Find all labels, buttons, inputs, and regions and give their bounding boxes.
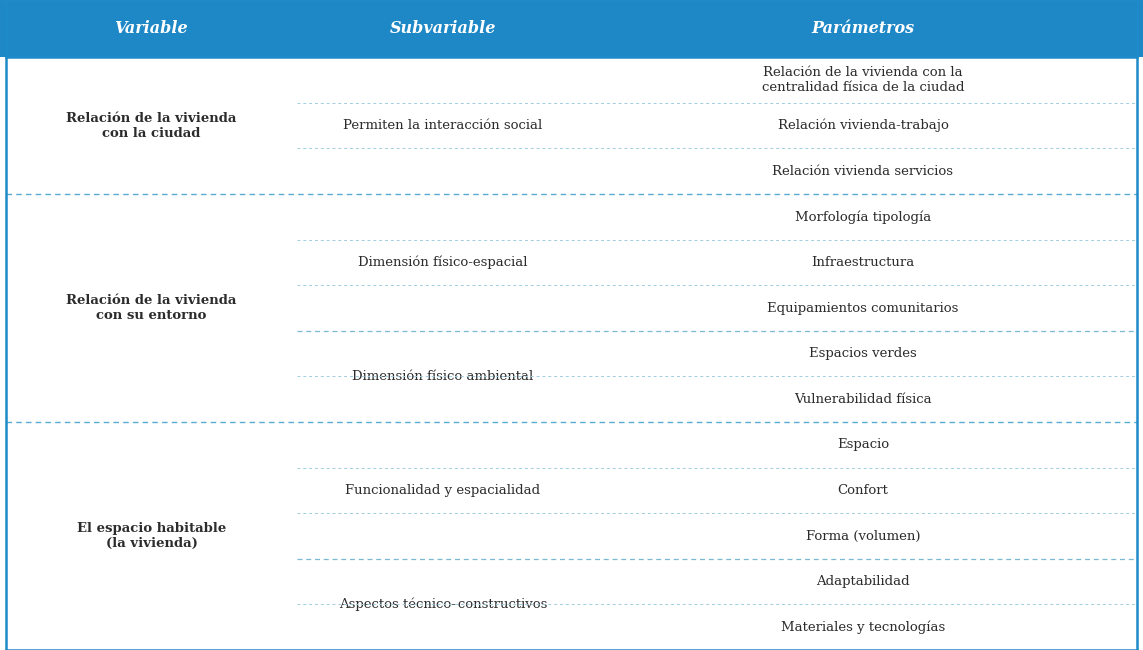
Text: Aspectos técnico–constructivos: Aspectos técnico–constructivos bbox=[338, 597, 547, 611]
Text: Espacios verdes: Espacios verdes bbox=[809, 347, 917, 360]
Text: Infraestructura: Infraestructura bbox=[812, 256, 914, 269]
Text: Adaptabilidad: Adaptabilidad bbox=[816, 575, 910, 588]
Text: Materiales y tecnologías: Materiales y tecnologías bbox=[781, 621, 945, 634]
Text: Relación vivienda-trabajo: Relación vivienda-trabajo bbox=[777, 119, 949, 133]
Text: Variable: Variable bbox=[114, 20, 189, 37]
Text: Permiten la interacción social: Permiten la interacción social bbox=[343, 119, 543, 132]
Text: Relación de la vivienda
con su entorno: Relación de la vivienda con su entorno bbox=[66, 294, 237, 322]
Text: Forma (volumen): Forma (volumen) bbox=[806, 530, 920, 543]
Text: Relación de la vivienda con la
centralidad física de la ciudad: Relación de la vivienda con la centralid… bbox=[761, 66, 965, 94]
Text: Relación vivienda servicios: Relación vivienda servicios bbox=[773, 164, 953, 177]
Text: Confort: Confort bbox=[838, 484, 888, 497]
Text: Vulnerabilidad física: Vulnerabilidad física bbox=[794, 393, 932, 406]
Text: Morfología tipología: Morfología tipología bbox=[794, 210, 932, 224]
Bar bbox=[0, 0, 1143, 57]
Text: Parámetros: Parámetros bbox=[812, 20, 914, 37]
Text: Subvariable: Subvariable bbox=[390, 20, 496, 37]
Text: Dimensión físico-espacial: Dimensión físico-espacial bbox=[358, 255, 528, 269]
Text: Espacio: Espacio bbox=[837, 438, 889, 451]
Text: Dimensión físico ambiental: Dimensión físico ambiental bbox=[352, 370, 534, 383]
Text: Relación de la vivienda
con la ciudad: Relación de la vivienda con la ciudad bbox=[66, 112, 237, 140]
Text: El espacio habitable
(la vivienda): El espacio habitable (la vivienda) bbox=[77, 522, 226, 550]
Text: Funcionalidad y espacialidad: Funcionalidad y espacialidad bbox=[345, 484, 541, 497]
Text: Equipamientos comunitarios: Equipamientos comunitarios bbox=[767, 302, 959, 315]
